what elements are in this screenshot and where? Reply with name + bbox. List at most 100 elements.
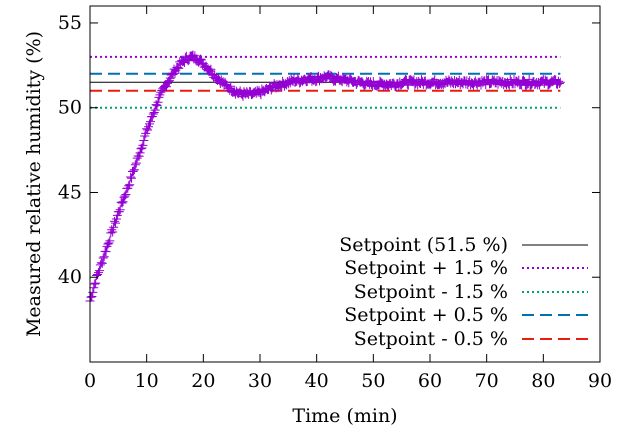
data-point [138, 140, 148, 150]
data-point [519, 75, 528, 85]
data-point [110, 216, 120, 226]
legend-label: Setpoint + 1.5 % [344, 257, 508, 279]
data-point [151, 100, 161, 110]
legend-label: Setpoint - 1.5 % [354, 281, 508, 303]
data-point [97, 258, 107, 268]
data-point [376, 77, 386, 87]
data-point [120, 191, 130, 201]
data-point [131, 158, 141, 168]
data-point [311, 77, 321, 87]
y-tick-label: 45 [58, 181, 82, 203]
data-point [183, 56, 193, 66]
data-point [96, 258, 106, 268]
data-point [87, 291, 97, 301]
data-point [188, 50, 198, 60]
data-point [99, 252, 109, 262]
data-point [125, 180, 135, 190]
data-point [145, 117, 155, 127]
data-point [126, 172, 136, 182]
data-point [206, 64, 216, 74]
x-tick-label: 30 [248, 370, 272, 392]
data-point [147, 111, 157, 121]
y-tick-label: 40 [58, 266, 82, 288]
data-point [149, 108, 159, 118]
data-point [226, 81, 236, 91]
x-tick-label: 80 [531, 370, 555, 392]
data-point [402, 79, 412, 89]
data-point [89, 283, 99, 293]
data-point [121, 190, 131, 200]
data-point [553, 76, 563, 86]
x-tick-label: 20 [191, 370, 215, 392]
data-point [481, 80, 491, 90]
tick-labels: 0 10 20 30 40 50 60 70 80 90 40 45 50 55 [58, 12, 612, 392]
data-point [153, 97, 163, 107]
data-point [137, 143, 147, 153]
data-point [150, 105, 160, 115]
data-point [109, 222, 119, 232]
x-tick-label: 40 [305, 370, 329, 392]
data-point [108, 227, 118, 237]
legend-label: Setpoint (51.5 %) [339, 234, 508, 256]
y-axis-label: Measured relative humidity (%) [23, 31, 45, 337]
data-point [86, 292, 96, 302]
data-point [94, 268, 103, 278]
legend: Setpoint (51.5 %)Setpoint + 1.5 %Setpoin… [339, 234, 588, 350]
data-point [135, 148, 145, 158]
data-point [168, 70, 178, 80]
x-tick-label: 0 [84, 370, 96, 392]
data-point [164, 76, 174, 86]
axis-ticks [89, 6, 601, 362]
x-tick-label: 10 [135, 370, 159, 392]
legend-label: Setpoint - 0.5 % [354, 328, 508, 350]
data-point [95, 260, 105, 270]
x-tick-label: 50 [361, 370, 385, 392]
y-tick-label: 50 [58, 97, 82, 119]
data-point [430, 75, 440, 85]
data-point [117, 198, 127, 208]
data-point [555, 77, 565, 87]
data-point [114, 207, 124, 217]
data-point [129, 165, 139, 175]
y-tick-label: 55 [58, 12, 82, 34]
data-point [130, 160, 140, 170]
data-point [101, 247, 111, 257]
data-point [128, 166, 138, 176]
data-point [94, 266, 104, 276]
data-point [118, 197, 128, 207]
data-point [111, 214, 121, 224]
data-point [139, 135, 149, 145]
data-point [196, 55, 206, 65]
x-tick-label: 90 [588, 370, 612, 392]
data-point [116, 197, 126, 207]
data-point [115, 205, 125, 215]
data-point [124, 181, 134, 191]
data-point [91, 278, 101, 288]
data-point [98, 253, 108, 263]
data-point [280, 81, 290, 91]
data-point [346, 73, 356, 83]
data-point [326, 70, 336, 80]
data-point [196, 54, 205, 64]
legend-label: Setpoint + 0.5 % [344, 304, 508, 326]
data-point [90, 279, 100, 289]
data-point [142, 124, 152, 134]
data-point [112, 210, 122, 220]
x-tick-label: 60 [418, 370, 442, 392]
plot-frame [89, 5, 601, 363]
data-point [554, 78, 564, 88]
data-point [104, 238, 114, 248]
measurement-points [85, 50, 565, 306]
data-point [190, 51, 200, 61]
data-point [148, 109, 158, 119]
data-point [127, 173, 137, 183]
data-point [174, 63, 184, 73]
data-point [132, 153, 142, 163]
data-point [105, 236, 115, 246]
x-tick-label: 70 [475, 370, 499, 392]
x-axis-label: Time (min) [292, 405, 397, 427]
data-point [111, 218, 120, 228]
data-point [540, 75, 550, 85]
data-point [145, 119, 154, 129]
